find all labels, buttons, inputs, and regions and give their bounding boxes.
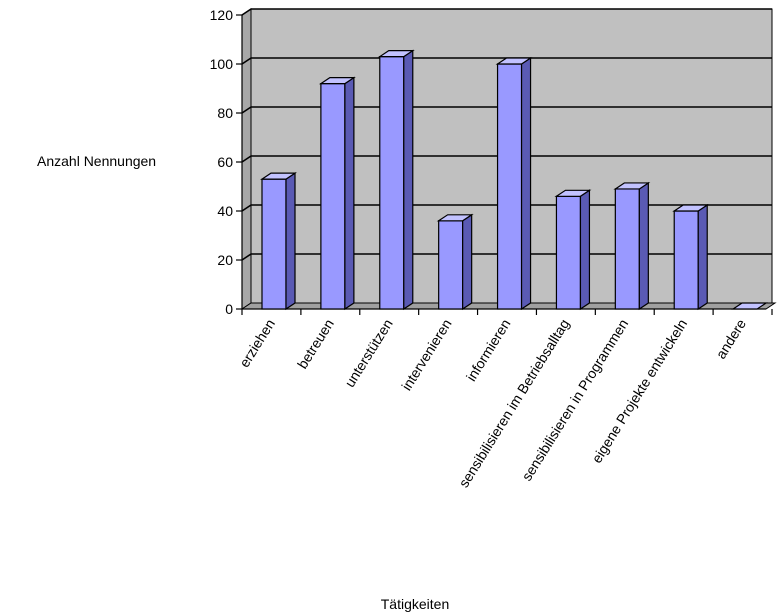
bar: [554, 189, 592, 311]
bar-top: [436, 214, 474, 222]
bar-front: [673, 210, 699, 310]
x-tick-label: informieren: [463, 316, 514, 384]
gridline: [241, 106, 772, 114]
gridline: [241, 57, 772, 65]
x-tick-label: intervenieren: [398, 316, 454, 393]
bar-front: [261, 178, 287, 310]
bars: [260, 49, 769, 311]
x-tick-label: erziehen: [236, 316, 278, 370]
bar-side: [638, 181, 649, 311]
gridline: [241, 204, 772, 212]
y-tick-label: 120: [210, 7, 234, 23]
x-tick-label: unterstützen: [341, 316, 395, 390]
bar-front: [379, 56, 405, 310]
bar-front: [555, 195, 582, 310]
bar-top: [318, 76, 356, 85]
bar-top: [495, 57, 533, 65]
y-tick-label: 80: [217, 105, 233, 121]
bar: [260, 172, 297, 311]
bar: [731, 302, 769, 310]
bar-front: [438, 220, 464, 310]
bar-side: [344, 76, 355, 311]
bar: [613, 181, 651, 311]
gridlines: [241, 8, 772, 261]
bar-front: [320, 82, 346, 310]
x-tick-label: betreuen: [294, 316, 337, 371]
bar: [495, 56, 533, 311]
y-tick-label: 20: [217, 252, 233, 268]
bar-top: [731, 302, 769, 310]
x-axis-label: Tätigkeiten: [381, 596, 449, 612]
x-tick-labels: erziehen betreuen unterstützen interveniere…: [236, 316, 749, 490]
bar: [377, 49, 415, 311]
bar-top: [260, 172, 297, 180]
y-tick-label: 0: [225, 301, 233, 317]
y-axis-label: Anzahl Nennungen: [37, 153, 156, 169]
bar-top: [672, 204, 710, 212]
y-tick-labels: 0 20 40 60 80 100 120: [210, 7, 234, 317]
bar-top: [613, 182, 651, 190]
bar-front: [614, 188, 640, 310]
bar-top: [554, 189, 592, 197]
bar-side: [520, 56, 532, 311]
y-tick-label: 60: [217, 154, 233, 170]
gridline: [241, 253, 772, 261]
bar-side: [403, 49, 414, 311]
bar-side: [462, 213, 473, 311]
y-tick-label: 100: [210, 56, 234, 72]
bar-front: [496, 63, 523, 310]
gridline: [241, 155, 772, 163]
bar-side: [579, 189, 591, 311]
bar: [318, 76, 356, 311]
y-tick-label: 40: [217, 203, 233, 219]
x-tick-label: sensibilisieren in Programmen: [518, 316, 631, 484]
x-tick-label: andere: [712, 316, 749, 362]
bar: [672, 203, 710, 311]
gridline: [241, 8, 772, 16]
bar-top: [377, 50, 415, 58]
x-tick-label: sensibilisieren im Betriebsalltag: [455, 316, 572, 490]
bar: [436, 213, 474, 311]
bar-side: [697, 203, 708, 311]
bar-side: [285, 172, 296, 311]
